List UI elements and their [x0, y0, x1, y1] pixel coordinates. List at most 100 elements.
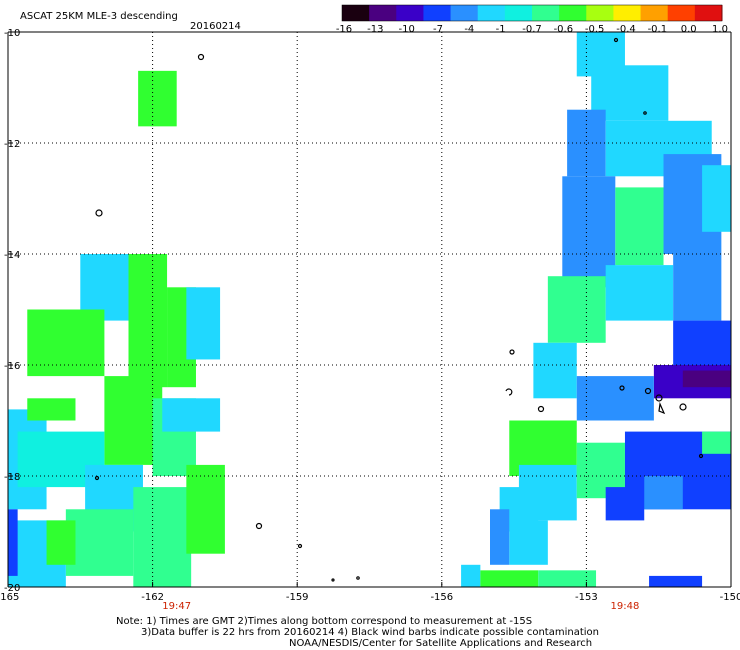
swath-cell — [46, 520, 76, 565]
island-outline — [613, 37, 619, 43]
swath-cell — [186, 287, 221, 360]
island-outline — [658, 401, 666, 415]
swath-cell — [702, 165, 731, 232]
colorbar-segment — [640, 5, 669, 21]
colorbar-tick-label: 0.0 — [681, 24, 697, 35]
swath-cell — [490, 509, 510, 565]
swath-cell — [27, 309, 105, 377]
x-tick-label: -153 — [575, 592, 598, 603]
axes: -165 -162 -159 -156 -153 -150 -10 -12 -14 -16 -18 -… — [0, 28, 740, 603]
colorbar-tick-label: -0.1 — [648, 24, 668, 35]
y-tick-label: -12 — [4, 139, 20, 150]
pass-time-label: 19:48 — [611, 601, 640, 612]
island-outline — [643, 111, 647, 115]
chart-title: ASCAT 25KM MLE-3 descending — [20, 11, 178, 22]
swath-cell — [576, 376, 654, 421]
x-tick-label: -150 — [720, 592, 740, 603]
swath-cell — [605, 487, 645, 521]
colorbar-segment — [667, 5, 696, 21]
x-tick-label: -162 — [141, 592, 164, 603]
swath-cell — [509, 520, 548, 565]
colorbar-tick-label: -7 — [433, 24, 443, 35]
x-tick-label: -159 — [286, 592, 309, 603]
y-tick-label: -18 — [4, 472, 20, 483]
swath-cell — [547, 276, 606, 343]
swath-cell — [133, 487, 192, 587]
swath-cell — [8, 509, 18, 576]
chart-date: 20160214 — [190, 21, 241, 32]
y-tick-label: -10 — [4, 28, 20, 39]
island-outline — [505, 388, 513, 396]
island-outline — [255, 522, 263, 530]
swath-cell — [461, 564, 481, 587]
y-tick-label: -16 — [4, 361, 20, 372]
note-line-2: 3)Data buffer is 22 hrs from 20160214 4)… — [141, 627, 599, 638]
colorbar: -16 -13 -10 -7 -4 -1 -0.7 -0.6 -0.5 -0.4 -0.1 0.0 1.… — [336, 4, 728, 35]
island-outline — [331, 578, 335, 582]
swath-cell — [538, 570, 597, 587]
swath-cell — [702, 431, 731, 454]
colorbar-tick-label: -0.7 — [522, 24, 542, 35]
colorbar-tick-label: -0.5 — [585, 24, 605, 35]
island-outlines — [94, 37, 704, 582]
island-outline — [197, 53, 205, 61]
island-outline — [655, 394, 663, 402]
colorbar-segment — [586, 5, 614, 21]
swath-cell — [138, 70, 177, 127]
colorbar-segment — [396, 5, 424, 21]
colorbar-tick-label: -4 — [464, 24, 474, 35]
x-tick-label: -165 — [0, 592, 19, 603]
swath-cell — [27, 398, 76, 421]
swath-cell — [605, 265, 674, 321]
y-tick-label: -20 — [4, 583, 20, 594]
wind-swath-layer — [8, 32, 731, 587]
swath-cell — [673, 254, 722, 321]
colorbar-segment — [450, 5, 479, 21]
swath-cell — [682, 370, 731, 388]
colorbar-segment — [342, 5, 370, 21]
colorbar-segment — [559, 5, 587, 21]
swath-cell — [480, 570, 539, 587]
colorbar-tick-label: -10 — [398, 24, 414, 35]
island-outline — [679, 403, 687, 411]
colorbar-segment — [369, 5, 397, 21]
island-outline — [644, 387, 652, 395]
swath-cell — [533, 342, 577, 399]
colorbar-segment — [532, 5, 560, 21]
swath-cell — [649, 575, 703, 587]
colorbar-segment — [504, 5, 533, 21]
island-outline — [95, 209, 103, 217]
colorbar-tick-label: -13 — [367, 24, 383, 35]
note-line-3: NOAA/NESDIS/Center for Satellite Applica… — [289, 638, 592, 649]
pass-time-label: 19:47 — [162, 601, 191, 612]
swath-cell — [186, 464, 225, 554]
island-outline — [509, 349, 515, 355]
island-outline — [356, 576, 360, 580]
colorbar-segment — [477, 5, 506, 21]
colorbar-tick-label: -0.6 — [554, 24, 574, 35]
colorbar-segment — [694, 5, 723, 21]
island-outline — [537, 405, 545, 413]
island-outline — [619, 385, 625, 391]
colorbar-tick-label: -16 — [336, 24, 352, 35]
island-outline — [94, 475, 100, 481]
pass-times: 19:47 19:48 — [162, 601, 639, 612]
note-line-1: Note: 1) Times are GMT 2)Times along bot… — [116, 616, 532, 627]
swath-cell — [65, 509, 134, 576]
island-outline — [297, 543, 303, 549]
swath-cell — [615, 187, 664, 266]
colorbar-tick-label: -0.4 — [616, 24, 636, 35]
x-tick-label: -156 — [430, 592, 453, 603]
colorbar-frame — [341, 4, 723, 22]
y-tick-label: -14 — [4, 250, 20, 261]
island-outline — [698, 453, 704, 459]
colorbar-segment — [423, 5, 452, 21]
swath-cell — [644, 476, 683, 510]
colorbar-tick-label: -1 — [496, 24, 506, 35]
swath-cell — [162, 398, 221, 432]
swath-cell — [128, 254, 168, 388]
grid-lines — [8, 32, 731, 587]
colorbar-segment — [613, 5, 642, 21]
colorbar-tick-label: 1.0 — [712, 24, 728, 35]
